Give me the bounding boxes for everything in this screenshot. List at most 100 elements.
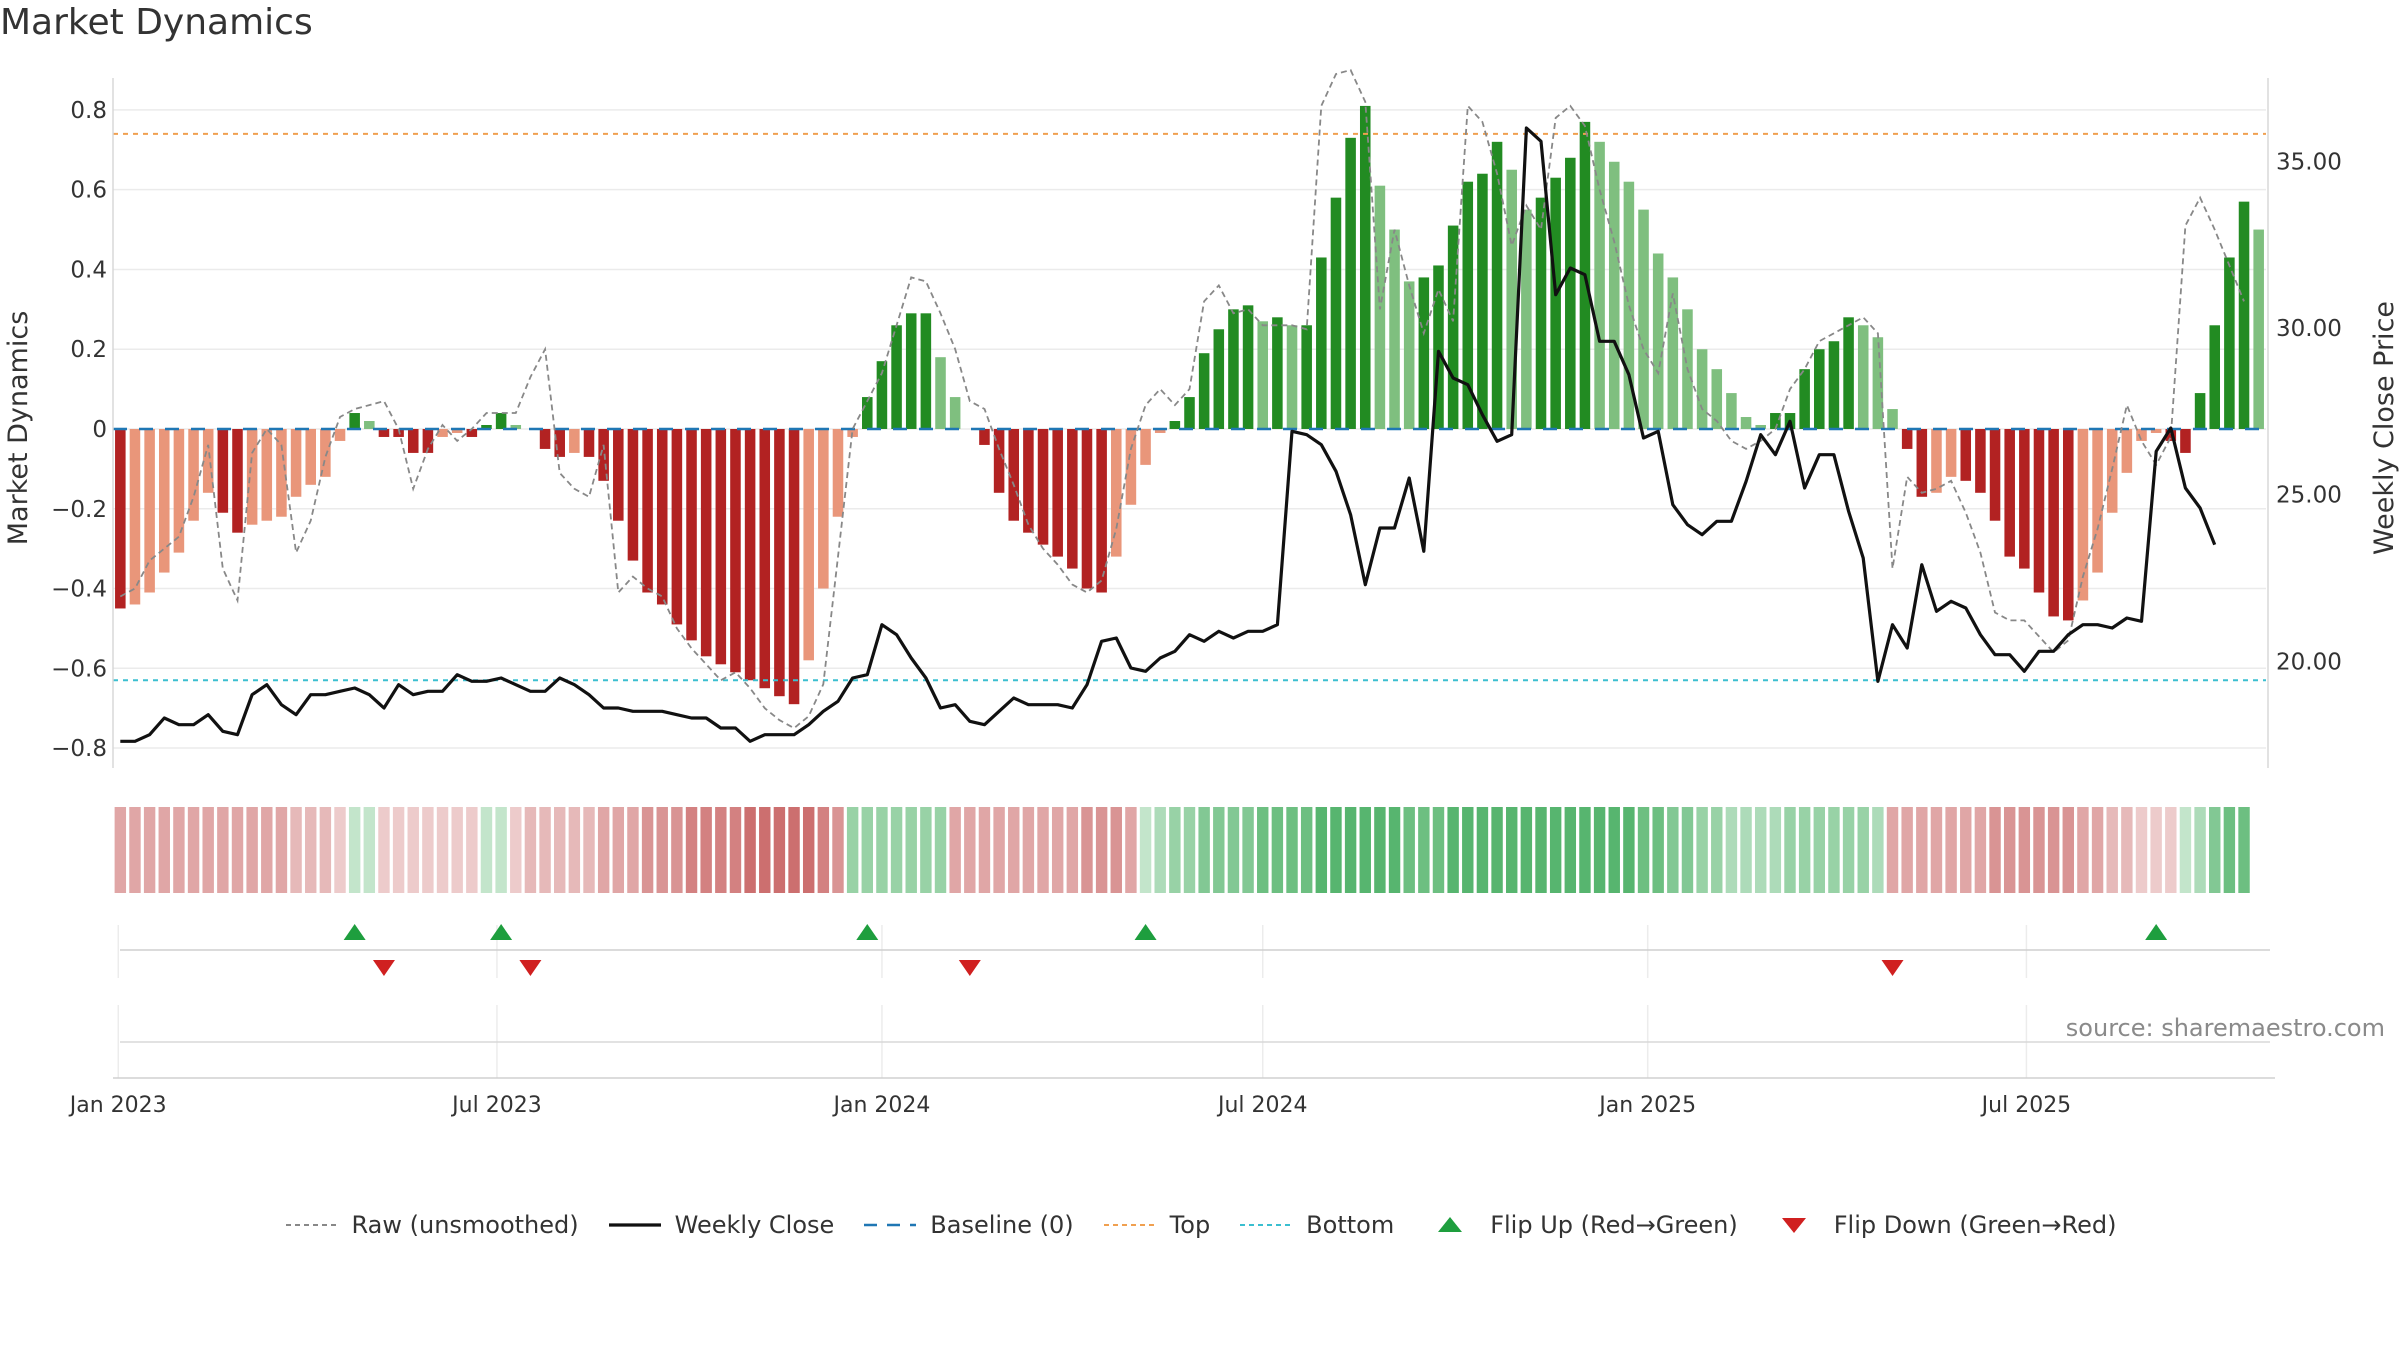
heat-cell bbox=[597, 807, 610, 893]
heat-cell bbox=[788, 807, 800, 893]
momentum-bar bbox=[2136, 428, 2147, 441]
momentum-bar bbox=[2063, 428, 2074, 621]
heat-cell bbox=[1579, 807, 1591, 893]
momentum-bar bbox=[1872, 337, 1884, 429]
momentum-bar bbox=[115, 428, 126, 609]
momentum-bar bbox=[2150, 428, 2162, 433]
momentum-bar bbox=[144, 428, 155, 593]
heat-cell bbox=[1520, 807, 1533, 893]
momentum-bars bbox=[115, 105, 2264, 705]
momentum-bar bbox=[129, 428, 141, 605]
legend-item-bottom: Bottom bbox=[1238, 1211, 1394, 1239]
heat-cell bbox=[978, 807, 991, 893]
heat-cell bbox=[1930, 807, 1943, 893]
flip-down-legend-icon bbox=[1781, 1218, 1806, 1233]
momentum-bar bbox=[1711, 369, 1723, 429]
raw-series-line bbox=[119, 68, 2245, 730]
momentum-bar bbox=[1857, 325, 1869, 429]
series-lines bbox=[119, 68, 2245, 743]
momentum-bar bbox=[437, 428, 448, 437]
close-legend-icon bbox=[608, 1223, 661, 1227]
heat-cell bbox=[641, 807, 654, 893]
heat-cell bbox=[1271, 807, 1284, 893]
heat-cell bbox=[627, 807, 639, 893]
heat-cell bbox=[1857, 807, 1869, 893]
heat-cell bbox=[524, 807, 537, 893]
momentum-bar bbox=[1521, 209, 1532, 429]
heat-cell bbox=[1227, 807, 1240, 893]
legend-label: Flip Up (Red→Green) bbox=[1490, 1211, 1738, 1239]
momentum-bar bbox=[481, 424, 492, 429]
heat-cell bbox=[1198, 807, 1210, 893]
heat-cell bbox=[305, 807, 317, 893]
heat-cell bbox=[759, 807, 771, 893]
heat-cell bbox=[1725, 807, 1738, 893]
momentum-bar bbox=[1433, 265, 1444, 429]
gridlines bbox=[113, 109, 2275, 1079]
momentum-bar bbox=[730, 428, 741, 673]
heat-cell bbox=[1022, 807, 1035, 893]
heat-cell bbox=[1300, 807, 1313, 893]
momentum-bar bbox=[1330, 197, 1342, 429]
momentum-bar bbox=[1726, 393, 1737, 429]
heat-cell bbox=[949, 807, 961, 893]
heat-cell bbox=[2179, 807, 2192, 893]
baseline-legend-icon bbox=[864, 1223, 917, 1227]
chart-title: Market Dynamics bbox=[0, 2, 313, 43]
momentum-bar bbox=[715, 428, 727, 665]
heat-cell bbox=[744, 807, 756, 893]
heat-cell bbox=[993, 807, 1005, 893]
heat-cell bbox=[1242, 807, 1254, 893]
momentum-bar bbox=[905, 313, 917, 429]
momentum-bar bbox=[1931, 428, 1942, 493]
heat-cell bbox=[1257, 807, 1269, 893]
momentum-bar bbox=[1828, 341, 1840, 429]
momentum-bar bbox=[451, 428, 463, 433]
heat-cell bbox=[1476, 807, 1489, 893]
heat-cell bbox=[422, 807, 434, 893]
momentum-bar bbox=[832, 428, 844, 517]
reference-lines bbox=[113, 132, 2266, 682]
heat-cell bbox=[1740, 807, 1752, 893]
y-tick-label-right: 30.00 bbox=[2276, 316, 2342, 342]
heat-cell bbox=[319, 807, 332, 893]
momentum-bar bbox=[598, 428, 609, 481]
heat-cell bbox=[1432, 807, 1445, 893]
x-tick-label: Jan 2025 bbox=[1597, 1093, 1696, 1118]
heat-cell bbox=[861, 807, 873, 893]
momentum-bar bbox=[1037, 428, 1049, 545]
momentum-bar bbox=[1843, 317, 1854, 429]
heat-cell bbox=[187, 807, 200, 893]
legend-label: Bottom bbox=[1306, 1211, 1395, 1239]
heat-cell bbox=[2121, 807, 2133, 893]
heat-cell bbox=[1139, 807, 1152, 893]
axes: −0.8 −0.6 −0.4 −0.2 0 0.2 0.4 0.6 0.8 20.00 25.00 3… bbox=[3, 78, 2400, 1118]
flip-up-marker bbox=[343, 924, 366, 940]
momentum-bar bbox=[217, 428, 229, 513]
momentum-bar bbox=[700, 428, 712, 657]
momentum-bar bbox=[2077, 428, 2089, 601]
momentum-bar bbox=[2253, 229, 2264, 429]
legend-item-flip-up: Flip Up (Red→Green) bbox=[1422, 1211, 1738, 1239]
momentum-bar bbox=[1257, 321, 1269, 429]
heat-cell bbox=[1037, 807, 1049, 893]
heat-cell bbox=[363, 807, 376, 893]
heat-cell bbox=[1154, 807, 1166, 893]
momentum-bar bbox=[1345, 137, 1356, 429]
heat-cell bbox=[876, 807, 888, 893]
heat-cell bbox=[2077, 807, 2089, 893]
heat-cell bbox=[1359, 807, 1371, 893]
heat-cell bbox=[217, 807, 229, 893]
heat-cell bbox=[1491, 807, 1503, 893]
momentum-bar bbox=[246, 428, 258, 525]
momentum-bar bbox=[1418, 277, 1430, 429]
momentum-bar bbox=[1740, 417, 1752, 429]
momentum-bar bbox=[1140, 428, 1151, 465]
momentum-bar bbox=[774, 428, 785, 697]
momentum-bar bbox=[2092, 428, 2103, 573]
momentum-bar bbox=[1770, 413, 1781, 429]
y-tick-label-left: −0.8 bbox=[51, 736, 107, 762]
momentum-bar bbox=[1228, 309, 1239, 429]
heat-cell bbox=[114, 807, 127, 893]
